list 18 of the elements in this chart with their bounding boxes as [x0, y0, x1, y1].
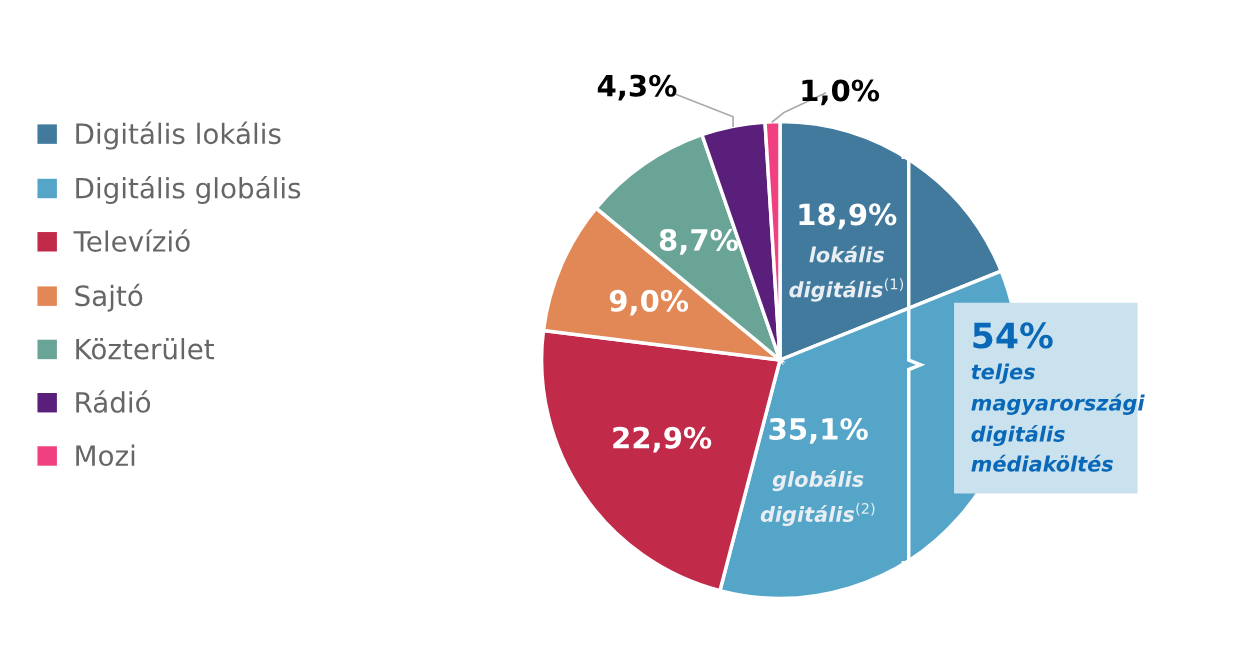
- text: lokális digitális$^{(1)}$: [789, 245, 904, 302]
- data-label: 4,3%: [597, 74, 677, 101]
- legend-label: Közterület: [76, 338, 215, 360]
- legend-label: Televízió: [73, 229, 190, 252]
- data-label: 1,0%: [802, 79, 880, 106]
- legend-label: Digitális globális: [76, 176, 301, 204]
- data-label: 18,9%: [799, 203, 897, 230]
- data-label: 9,0%: [609, 289, 689, 316]
- legend-label: Rádió: [76, 390, 151, 413]
- legend-label: Mozi: [76, 444, 135, 467]
- text: teljes magyarországi digitális médiaköltés: [971, 363, 1145, 472]
- data-label: 22,9%: [613, 426, 712, 453]
- legend-label: Sajtó: [75, 283, 143, 312]
- data-label: 35,1%: [769, 417, 868, 444]
- text: globális digitális$^{(2)}$: [760, 470, 875, 527]
- legend-label: Digitális lokális: [76, 121, 281, 150]
- data-label: 8,7%: [659, 228, 738, 255]
- text: 54%: [973, 322, 1053, 349]
